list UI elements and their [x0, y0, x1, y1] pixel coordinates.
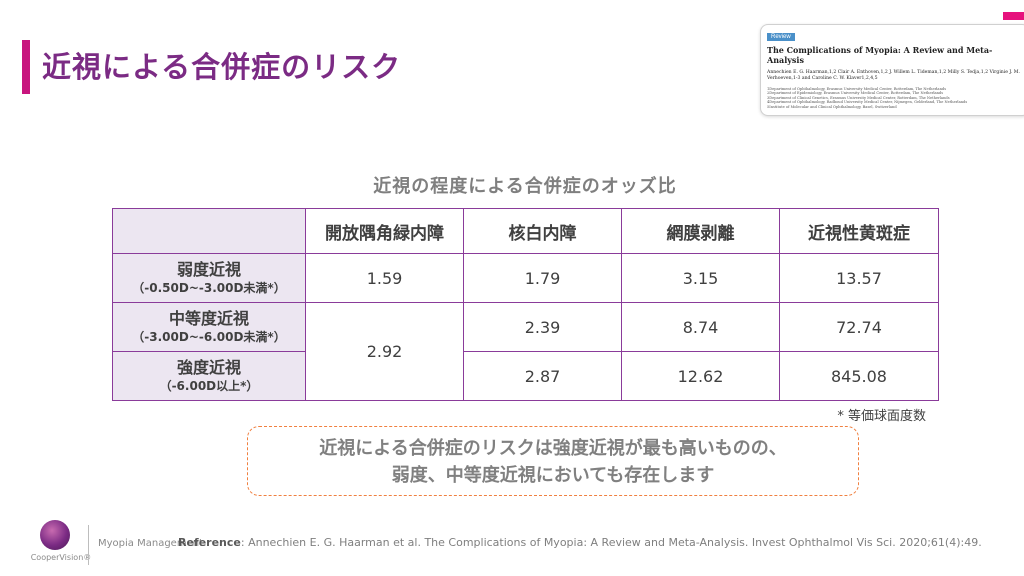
- table-cell: 3.15: [621, 253, 780, 303]
- table-cell: 8.74: [621, 302, 780, 352]
- paper-affiliation: 4Department of Ophthalmology, Radboud Un…: [767, 100, 968, 105]
- slide-title: 近視による合併症のリスク: [42, 50, 402, 84]
- paper-thumbnail: Review The Complications of Myopia: A Re…: [760, 24, 1024, 116]
- table-row-high-myopia: 強度近視 （-6.00D以上*） 2.87 12.62 845.08: [112, 351, 939, 401]
- table-cell: 12.62: [621, 351, 780, 401]
- table-caption: 近視の程度による合併症のオッズ比: [373, 176, 677, 197]
- callout-box: 近視による合併症のリスクは強度近視が最も高いものの、 弱度、中等度近視においても…: [247, 426, 859, 496]
- callout-line: 近視による合併症のリスクは強度近視が最も高いものの、: [319, 438, 787, 459]
- column-header-glaucoma: 開放隅角緑内障: [305, 208, 464, 254]
- paper-affiliation: 3Department of Clinical Genetics, Erasmu…: [767, 95, 950, 100]
- paper-affiliations: 1Department of Ophthalmology, Erasmus Un…: [767, 87, 1022, 109]
- column-header-myopic-maculopathy: 近視性黄斑症: [779, 208, 939, 254]
- row-label: 中等度近視: [168, 309, 249, 328]
- table-cell: 1.59: [305, 253, 464, 303]
- title-accent-bar: [22, 40, 30, 94]
- table-footnote: * 等価球面度数: [837, 409, 926, 424]
- footer-product-name: Myopia Management: [98, 538, 203, 549]
- row-header-moderate-myopia: 中等度近視 （-3.00D~-6.00D未満*）: [112, 302, 306, 352]
- odds-ratio-table: 開放隅角緑内障 核白内障 網膜剥離 近視性黄斑症 弱度近視 （-0.50D~-3…: [112, 208, 939, 401]
- row-header-low-myopia: 弱度近視 （-0.50D~-3.00D未満*）: [112, 253, 306, 303]
- table-row-moderate-myopia: 中等度近視 （-3.00D~-6.00D未満*） 2.92 2.39 8.74 …: [112, 302, 939, 401]
- footer-reference: Reference: Annechien E. G. Haarman et al…: [178, 536, 1018, 549]
- reference-text: : Annechien E. G. Haarman et al. The Com…: [240, 536, 982, 549]
- corner-accent-tab: [1003, 12, 1024, 20]
- table-cell: 1.79: [463, 253, 622, 303]
- table-cell-merged: 2.92: [305, 302, 464, 401]
- footer-brand: CooperVision®: [30, 553, 92, 562]
- table-header-row: 開放隅角緑内障 核白内障 網膜剥離 近視性黄斑症: [112, 208, 939, 254]
- column-header-retinal-detachment: 網膜剥離: [621, 208, 780, 254]
- row-header-high-myopia: 強度近視 （-6.00D以上*）: [112, 351, 306, 401]
- row-label: 強度近視: [176, 358, 241, 377]
- column-header-nuclear-cataract: 核白内障: [463, 208, 622, 254]
- row-label: 弱度近視: [176, 260, 241, 279]
- table-cell: 2.87: [463, 351, 622, 401]
- paper-affiliation: 1Department of Ophthalmology, Erasmus Un…: [767, 87, 947, 91]
- row-range: （-3.00D~-6.00D未満*）: [132, 330, 286, 344]
- coopervision-logo-icon: [40, 520, 70, 550]
- table-cell: 13.57: [779, 253, 939, 303]
- paper-title: The Complications of Myopia: A Review an…: [767, 45, 993, 65]
- footer-divider: [88, 525, 89, 565]
- paper-affiliation: 2Department of Epidemiology, Erasmus Uni…: [767, 91, 944, 96]
- paper-affiliation: 5Institute of Molecular and Clinical Oph…: [767, 104, 897, 109]
- table-cell: 72.74: [779, 302, 939, 352]
- paper-authors: Annechien E. G. Haarman,1,2 Clair A. Ent…: [767, 70, 1020, 81]
- row-range: （-0.50D~-3.00D未満*）: [132, 281, 286, 295]
- table-corner-cell: [112, 208, 306, 254]
- callout-line: 弱度、中等度近視においても存在します: [391, 465, 715, 486]
- reference-label: Reference: [178, 536, 241, 549]
- table-row-low-myopia: 弱度近視 （-0.50D~-3.00D未満*） 1.59 1.79 3.15 1…: [112, 253, 939, 303]
- row-range: （-6.00D以上*）: [159, 379, 259, 393]
- table-cell: 2.39: [463, 302, 622, 352]
- paper-type-tag: Review: [767, 33, 795, 41]
- table-cell: 845.08: [779, 351, 939, 401]
